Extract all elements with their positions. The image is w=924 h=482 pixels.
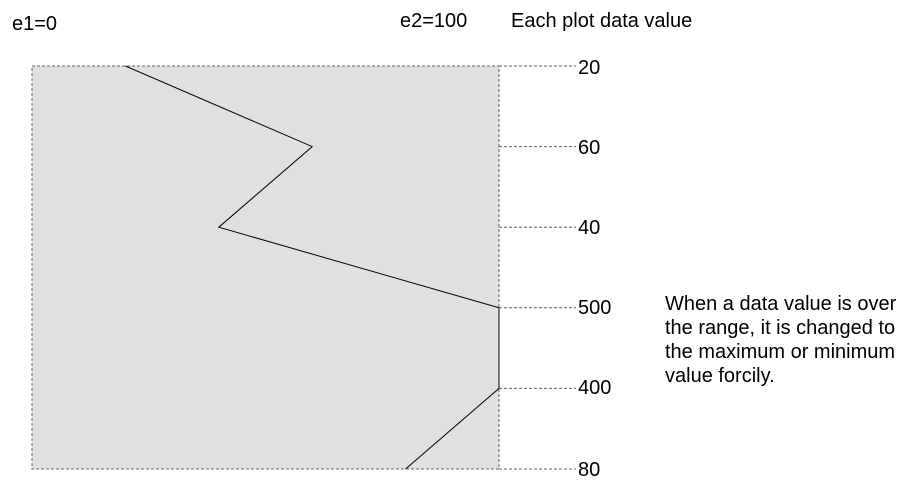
- data-polyline: [125, 65, 500, 470]
- leader-lines: [499, 65, 576, 470]
- range-note: When a data value is over the range, it …: [665, 293, 897, 387]
- data-value-label: 40: [578, 217, 601, 239]
- data-value-header: Each plot data value: [511, 10, 693, 32]
- plot-area: [31, 65, 500, 470]
- e2-label: e2=100: [400, 10, 468, 32]
- data-value-label: 80: [578, 459, 601, 481]
- data-value-label: 60: [578, 137, 601, 159]
- data-value-label: 400: [578, 377, 612, 399]
- e1-label: e1=0: [12, 13, 58, 35]
- data-value-label: 20: [578, 57, 601, 79]
- data-value-label: 500: [578, 297, 612, 319]
